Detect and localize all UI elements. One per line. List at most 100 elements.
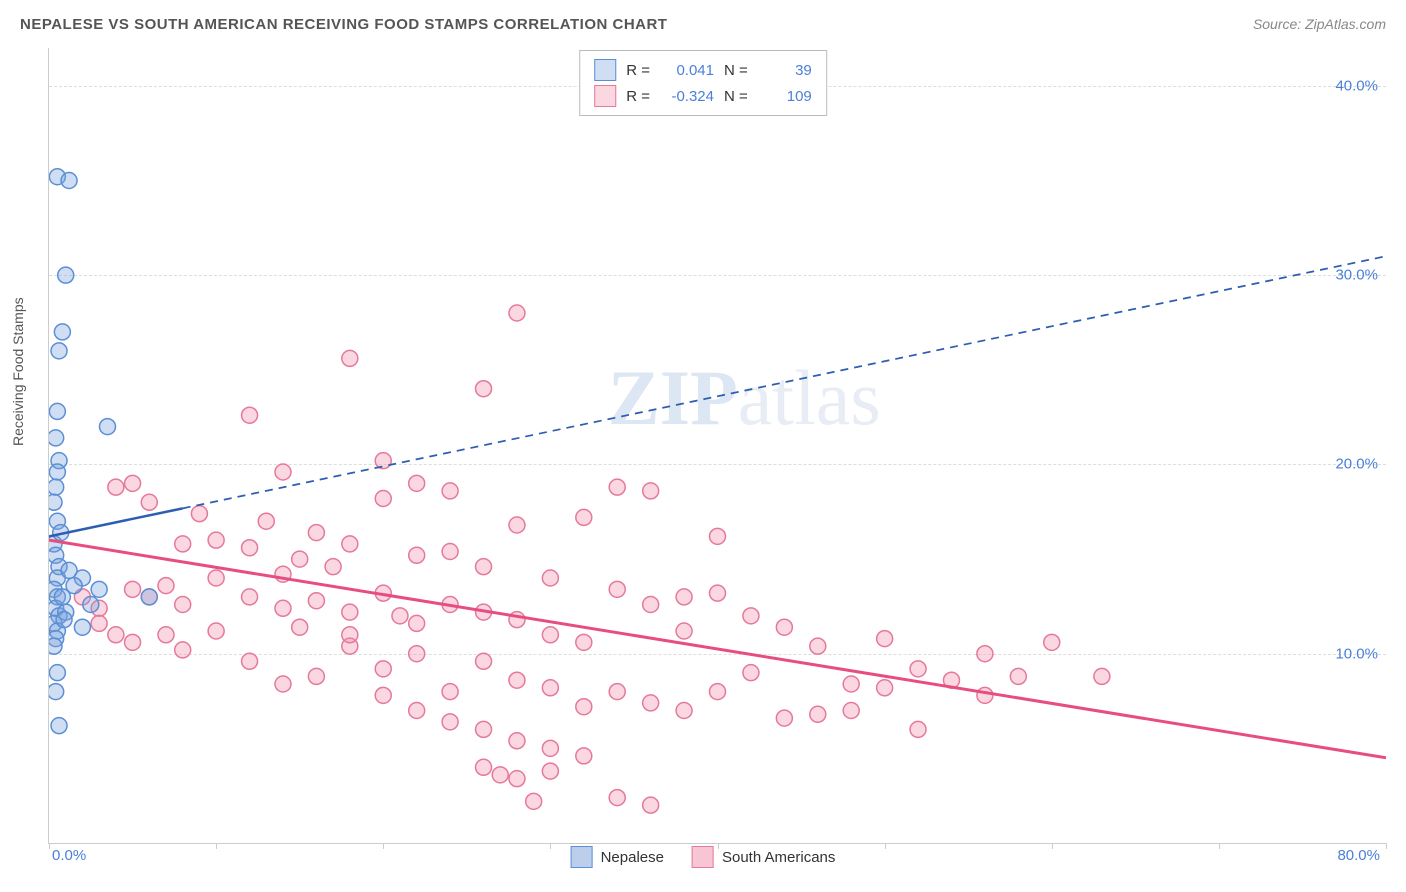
data-point — [977, 687, 993, 703]
data-point — [977, 646, 993, 662]
data-point — [58, 267, 74, 283]
chart-header: NEPALESE VS SOUTH AMERICAN RECEIVING FOO… — [0, 0, 1406, 40]
data-point — [492, 767, 508, 783]
data-point — [810, 706, 826, 722]
data-point — [342, 604, 358, 620]
data-point — [308, 668, 324, 684]
chart-plot-area: ZIPatlas 10.0%20.0%30.0%40.0% — [48, 48, 1386, 844]
data-point — [91, 615, 107, 631]
data-point — [61, 562, 77, 578]
data-point — [242, 589, 258, 605]
data-point — [609, 479, 625, 495]
data-point — [409, 615, 425, 631]
data-point — [125, 475, 141, 491]
data-point — [442, 684, 458, 700]
data-point — [49, 430, 64, 446]
data-point — [1094, 668, 1110, 684]
data-point — [191, 506, 207, 522]
data-point — [542, 570, 558, 586]
data-point — [542, 627, 558, 643]
data-point — [141, 589, 157, 605]
data-point — [342, 536, 358, 552]
data-point — [91, 581, 107, 597]
x-tick — [49, 843, 50, 849]
data-point — [526, 793, 542, 809]
data-point — [609, 684, 625, 700]
data-point — [1010, 668, 1026, 684]
data-point — [643, 797, 659, 813]
data-point — [54, 324, 70, 340]
data-point — [643, 597, 659, 613]
data-point — [99, 419, 115, 435]
data-point — [308, 525, 324, 541]
data-point — [409, 646, 425, 662]
data-point — [476, 721, 492, 737]
data-point — [676, 589, 692, 605]
x-tick — [1386, 843, 1387, 849]
data-point — [710, 528, 726, 544]
data-point — [910, 721, 926, 737]
data-point — [409, 547, 425, 563]
scatter-svg — [49, 48, 1386, 843]
x-tick — [1052, 843, 1053, 849]
data-point — [325, 559, 341, 575]
r-label: R = — [626, 88, 650, 105]
data-point — [542, 680, 558, 696]
data-point — [108, 627, 124, 643]
data-point — [49, 494, 62, 510]
data-point — [442, 544, 458, 560]
data-point — [1044, 634, 1060, 650]
data-point — [208, 532, 224, 548]
data-point — [275, 676, 291, 692]
legend-item-south-americans: South Americans — [692, 846, 835, 868]
data-point — [292, 619, 308, 635]
legend-swatch-south-americans-bottom — [692, 846, 714, 868]
data-point — [375, 687, 391, 703]
data-point — [242, 653, 258, 669]
y-axis-title: Receiving Food Stamps — [10, 297, 26, 446]
data-point — [409, 475, 425, 491]
data-point — [509, 771, 525, 787]
data-point — [258, 513, 274, 529]
data-point — [910, 661, 926, 677]
r-value-south-americans: -0.324 — [660, 88, 714, 105]
legend-swatch-nepalese — [594, 59, 616, 81]
data-point — [175, 597, 191, 613]
data-point — [308, 593, 324, 609]
data-point — [125, 634, 141, 650]
data-point — [375, 453, 391, 469]
data-point — [51, 718, 67, 734]
data-point — [49, 665, 65, 681]
legend-item-nepalese: Nepalese — [571, 846, 664, 868]
data-point — [409, 703, 425, 719]
legend-row-nepalese: R = 0.041 N = 39 — [594, 57, 812, 83]
data-point — [509, 305, 525, 321]
x-tick — [550, 843, 551, 849]
data-point — [442, 714, 458, 730]
r-value-nepalese: 0.041 — [660, 62, 714, 79]
data-point — [375, 661, 391, 677]
n-label: N = — [724, 88, 748, 105]
data-point — [609, 790, 625, 806]
data-point — [643, 483, 659, 499]
data-point — [158, 627, 174, 643]
data-point — [54, 589, 70, 605]
data-point — [776, 619, 792, 635]
data-point — [125, 581, 141, 597]
data-point — [49, 403, 65, 419]
data-point — [877, 680, 893, 696]
data-point — [676, 623, 692, 639]
data-point — [49, 464, 65, 480]
legend-swatch-south-americans — [594, 85, 616, 107]
data-point — [710, 585, 726, 601]
legend-row-south-americans: R = -0.324 N = 109 — [594, 83, 812, 109]
data-point — [843, 703, 859, 719]
data-point — [342, 350, 358, 366]
data-point — [710, 684, 726, 700]
n-value-nepalese: 39 — [758, 62, 812, 79]
regression-line-dashed — [183, 256, 1386, 508]
data-point — [242, 407, 258, 423]
data-point — [108, 479, 124, 495]
data-point — [442, 483, 458, 499]
data-point — [676, 703, 692, 719]
